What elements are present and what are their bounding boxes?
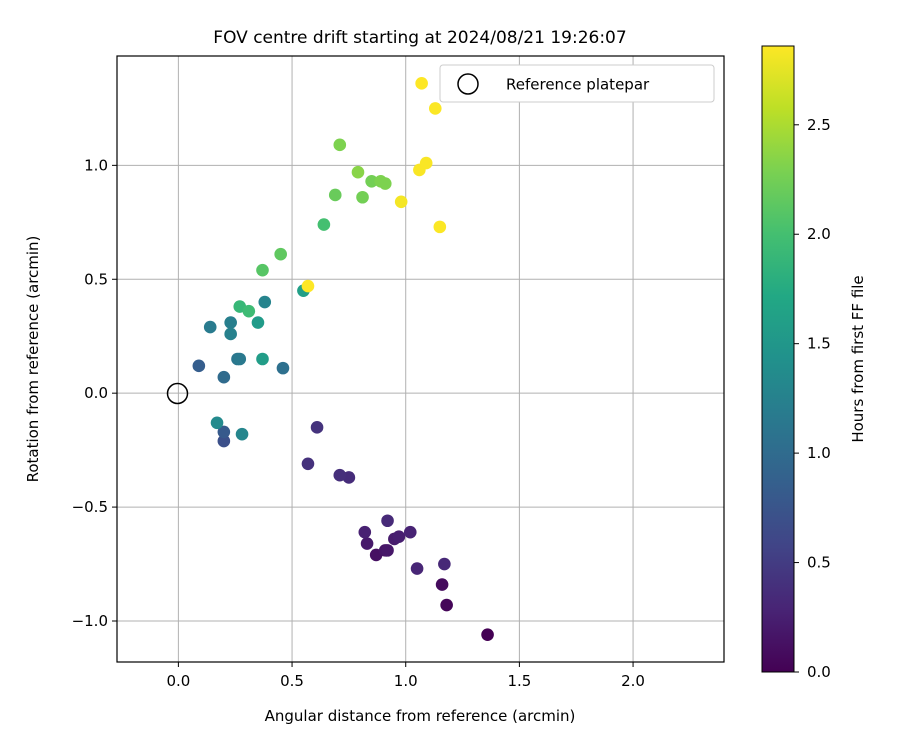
scatter-point	[381, 514, 394, 528]
legend-reference-marker	[457, 73, 479, 95]
y-tick-label: 0.5	[84, 270, 108, 288]
scatter-point	[258, 295, 272, 309]
scatter-point	[419, 156, 433, 170]
colorbar-tick-label: 0.5	[807, 554, 831, 572]
plot-frame	[116, 55, 725, 663]
scatter-point	[410, 562, 424, 575]
reference-platepar-marker	[166, 382, 189, 405]
scatter-point	[310, 421, 324, 434]
scatter-point	[317, 218, 331, 231]
scatter-point	[256, 263, 269, 277]
x-tick-label: 1.0	[394, 672, 418, 690]
colorbar-tick-label: 0.0	[807, 663, 831, 681]
scatter-point	[378, 177, 392, 190]
scatter-point	[360, 537, 374, 550]
scatter-point	[224, 327, 237, 341]
scatter-point	[333, 468, 347, 482]
scatter-point	[301, 279, 315, 293]
legend-entry: Reference platepar	[506, 76, 650, 94]
scatter-point	[356, 190, 369, 204]
colorbar-tick-label: 1.0	[807, 444, 831, 462]
colorbar-label: Hours from first FF file	[849, 275, 867, 442]
y-tick-label: 0.0	[84, 384, 108, 402]
scatter-point	[251, 316, 265, 329]
scatter-point	[358, 525, 372, 539]
scatter-point	[403, 525, 417, 539]
data-points	[192, 77, 494, 641]
colorbar-tick-label: 1.5	[807, 335, 831, 353]
scatter-point	[217, 425, 231, 439]
y-axis-ticks: −1.0 −0.5 0.0 0.5 1.0	[72, 156, 117, 630]
scatter-point	[440, 598, 453, 612]
colorbar-gradient	[761, 45, 795, 673]
scatter-point	[328, 188, 342, 202]
scatter-point	[192, 359, 206, 373]
grid	[117, 56, 724, 662]
colorbar-tick-label: 2.0	[807, 225, 831, 243]
scatter-point	[274, 247, 287, 261]
x-tick-label: 0.5	[280, 672, 304, 690]
y-tick-label: −0.5	[72, 498, 108, 516]
scatter-point	[433, 220, 447, 234]
scatter-point	[333, 138, 347, 152]
legend-box	[439, 64, 715, 103]
legend: Reference platepar	[439, 64, 715, 103]
colorbar: 0.0 0.5 1.0 1.5 2.0 2.5 Hours from first FF f…	[761, 45, 867, 681]
scatter-point	[351, 165, 365, 179]
scatter-point	[235, 427, 249, 441]
x-tick-label: 2.0	[621, 672, 645, 690]
scatter-point	[217, 370, 231, 384]
scatter-point	[203, 320, 217, 334]
x-axis-label: Angular distance from reference (arcmin)	[265, 707, 576, 725]
scatter-point	[365, 175, 378, 188]
colorbar-tick-label: 2.5	[807, 116, 831, 134]
scatter-point	[415, 77, 428, 90]
scatter-point	[394, 195, 408, 209]
x-tick-label: 1.5	[507, 672, 531, 690]
scatter-point	[210, 416, 224, 430]
scatter-point	[224, 316, 237, 329]
scatter-point	[381, 544, 394, 557]
scatter-point	[435, 578, 449, 591]
y-tick-label: 1.0	[84, 156, 108, 174]
chart-title: FOV centre drift starting at 2024/08/21 …	[213, 28, 626, 48]
y-axis-label: Rotation from reference (arcmin)	[24, 236, 42, 483]
scatter-point	[438, 557, 451, 571]
scatter-point	[276, 361, 290, 375]
scatter-point	[392, 530, 406, 543]
x-axis-ticks: 0.0 0.5 1.0 1.5 2.0	[166, 662, 645, 690]
scatter-point	[242, 304, 256, 318]
y-tick-label: −1.0	[72, 612, 108, 630]
scatter-point	[233, 352, 247, 366]
colorbar-ticks: 0.0 0.5 1.0 1.5 2.0 2.5	[794, 116, 831, 681]
x-tick-label: 0.0	[166, 672, 190, 690]
scatter-point	[481, 628, 494, 641]
scatter-point	[217, 434, 231, 448]
scatter-point	[301, 457, 315, 471]
scatter-point	[256, 352, 269, 366]
scatter-point	[428, 102, 442, 115]
